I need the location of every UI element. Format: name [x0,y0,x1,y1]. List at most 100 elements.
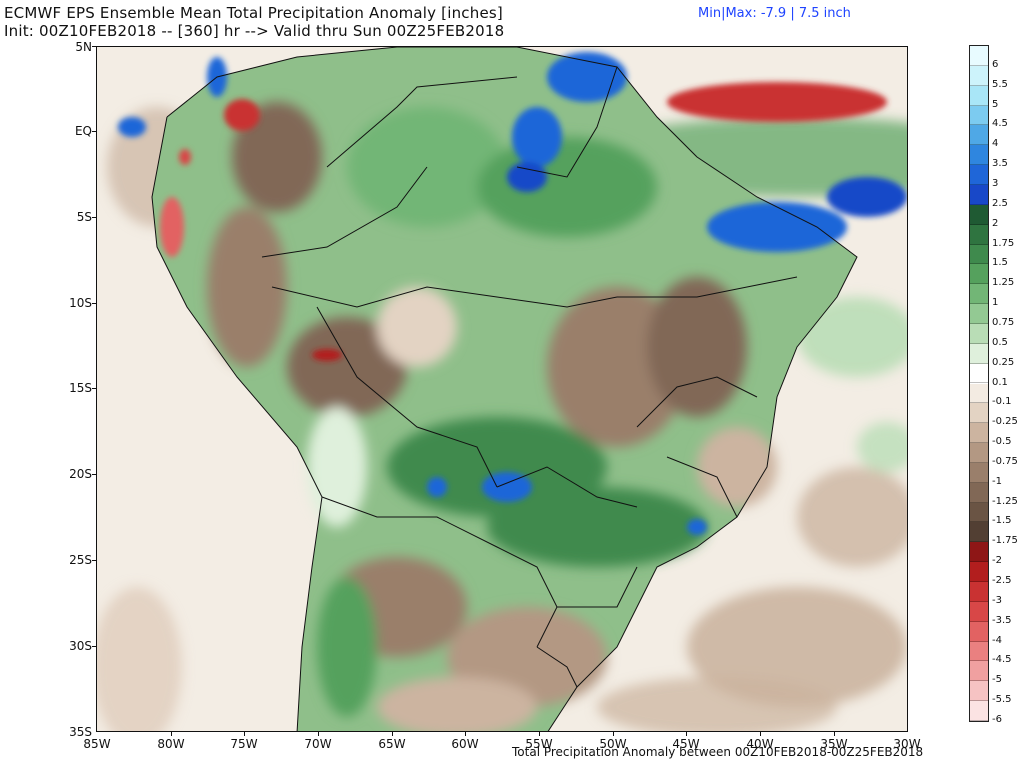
colorbar-swatch [970,304,988,324]
lat-tick [92,217,96,218]
colorbar-label: -6 [992,714,1002,725]
colorbar-label: 3 [992,177,999,189]
colorbar-swatch [970,701,988,721]
colorbar [969,45,989,722]
lat-tick [92,474,96,475]
lat-label: 15S [69,381,92,395]
colorbar-swatch [970,363,988,384]
colorbar-swatch [970,284,988,305]
colorbar-label: -4.5 [992,654,1012,666]
south-america-land [152,47,857,731]
lon-tick [686,732,687,736]
colorbar-label: -1.75 [992,535,1018,547]
lat-tick [92,646,96,647]
colorbar-swatch [970,462,988,483]
lat-label: 20S [69,467,92,481]
colorbar-swatch [970,165,988,185]
colorbar-swatch [970,641,988,662]
lat-label: 30S [69,639,92,653]
colorbar-swatch [970,522,988,543]
colorbar-swatch [970,621,988,642]
lon-label: 35W [820,737,848,751]
colorbar-label: -4 [992,634,1002,646]
colorbar-swatch [970,184,988,205]
colorbar-swatch [970,125,988,146]
colorbar-label: -2.5 [992,575,1012,587]
lon-label: 30W [893,737,921,751]
colorbar-swatch [970,204,988,225]
colorbar-label: 6 [992,58,999,70]
lat-tick [92,131,96,132]
lat-label: EQ [74,124,92,138]
colorbar-label: 0.75 [992,316,1015,328]
colorbar-label: 5.5 [992,78,1008,90]
colorbar-swatch [970,224,988,245]
lon-label: 50W [599,737,627,751]
colorbar-swatch [970,244,988,265]
lon-label: 45W [672,737,700,751]
lon-label: 40W [746,737,774,751]
colorbar-swatch [970,65,988,86]
lon-tick [392,732,393,736]
lat-label: 25S [69,553,92,567]
colorbar-label: -3 [992,594,1002,606]
colorbar-swatch [970,403,988,424]
colorbar-label: -5 [992,674,1002,686]
colorbar-swatch [970,423,988,444]
colorbar-swatch [970,343,988,364]
footer-caption: Total Precipitation Anomaly between 00Z1… [512,745,924,759]
land-anomaly-fields [207,102,777,731]
colorbar-label: 0.25 [992,356,1015,368]
precip-anomaly-map [97,47,907,731]
colorbar-label: -1 [992,475,1002,487]
colorbar-label: -1.5 [992,515,1012,527]
lon-label: 65W [378,737,406,751]
colorbar-label: -1.25 [992,495,1018,507]
lat-tick [92,388,96,389]
colorbar-label: 1.25 [992,277,1015,289]
lon-tick [465,732,466,736]
colorbar-swatch [970,661,988,682]
lat-label: 5S [76,210,92,224]
lon-tick [171,732,172,736]
lon-tick [539,732,540,736]
colorbar-swatch [970,582,988,602]
colorbar-swatch [970,562,988,583]
colorbar-swatch [970,542,988,563]
colorbar-swatch [970,681,988,702]
colorbar-label: -0.75 [992,455,1018,467]
colorbar-label: 2.5 [992,197,1008,209]
colorbar-label: -3.5 [992,614,1012,626]
colorbar-swatch [970,323,988,344]
colorbar-label: -2 [992,555,1002,567]
colorbar-swatch [970,443,988,463]
colorbar-label: 2 [992,217,999,229]
colorbar-label: 1.75 [992,237,1015,249]
colorbar-swatch [970,145,988,166]
country-borders [151,47,858,731]
lon-label: 85W [83,737,111,751]
lon-tick [244,732,245,736]
colorbar-swatch [970,482,988,503]
colorbar-swatch [970,601,988,622]
map-panel [96,46,908,732]
lon-label: 60W [451,737,479,751]
colorbar-label: -0.5 [992,436,1012,448]
colorbar-swatch [970,85,988,106]
lon-tick [613,732,614,736]
lat-tick [92,560,96,561]
colorbar-swatch [970,383,988,404]
lon-label: 80W [157,737,185,751]
colorbar-swatch [970,502,988,523]
colorbar-label: -5.5 [992,694,1012,706]
heavy-dry-anomalies [160,82,887,361]
lat-label: 5N [75,40,92,54]
colorbar-label: -0.1 [992,396,1012,408]
lon-label: 75W [230,737,258,751]
lon-tick [834,732,835,736]
colorbar-swatch [970,264,988,285]
colorbar-swatch [970,46,988,66]
colorbar-label: -0.25 [992,416,1018,428]
lat-label: 10S [69,296,92,310]
colorbar-label: 1 [992,297,999,309]
